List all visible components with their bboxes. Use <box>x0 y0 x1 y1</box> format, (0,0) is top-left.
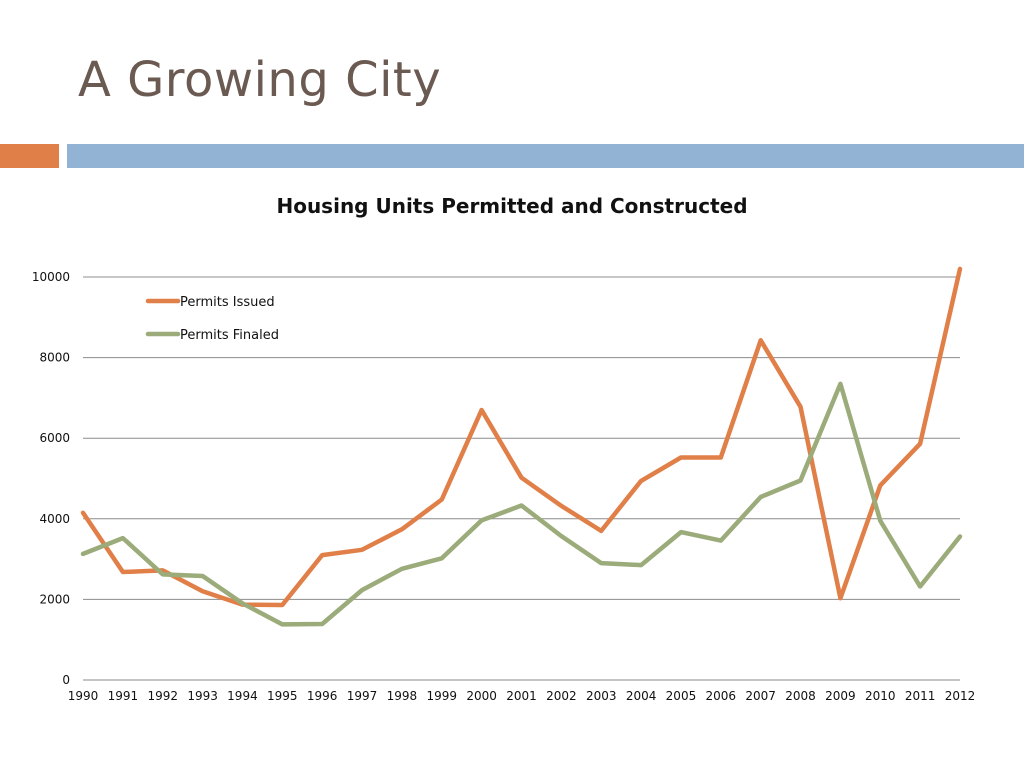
x-tick-label: 2009 <box>825 689 856 703</box>
chart-title: Housing Units Permitted and Constructed <box>276 194 748 218</box>
x-tick-label: 1994 <box>227 689 258 703</box>
y-tick-label: 4000 <box>39 512 70 526</box>
accent-bar-orange <box>0 144 59 168</box>
x-tick-label: 1995 <box>267 689 298 703</box>
x-tick-label: 1999 <box>426 689 457 703</box>
x-tick-label: 1996 <box>307 689 338 703</box>
y-tick-label: 10000 <box>32 270 70 284</box>
x-tick-label: 2007 <box>745 689 776 703</box>
x-tick-label: 1993 <box>187 689 218 703</box>
x-tick-label: 2005 <box>666 689 697 703</box>
x-tick-label: 2006 <box>706 689 737 703</box>
y-tick-label: 2000 <box>39 592 70 606</box>
x-tick-label: 1997 <box>347 689 378 703</box>
x-tick-label: 2001 <box>506 689 537 703</box>
y-tick-label: 6000 <box>39 431 70 445</box>
legend-label: Permits Issued <box>180 295 275 310</box>
y-tick-label: 0 <box>62 673 70 687</box>
x-tick-label: 2003 <box>586 689 617 703</box>
x-tick-label: 2002 <box>546 689 577 703</box>
accent-bar-blue <box>67 144 1024 168</box>
series-line-permits-issued <box>80 266 963 608</box>
x-tick-label: 2010 <box>865 689 896 703</box>
x-tick-label: 1998 <box>387 689 418 703</box>
slide-title: A Growing City <box>78 52 442 108</box>
x-tick-label: 1990 <box>68 689 99 703</box>
x-tick-label: 2000 <box>466 689 497 703</box>
x-tick-label: 1991 <box>108 689 139 703</box>
x-tick-label: 2012 <box>945 689 976 703</box>
y-tick-label: 8000 <box>39 351 70 365</box>
legend-label: Permits Finaled <box>180 328 279 343</box>
x-tick-label: 2008 <box>785 689 816 703</box>
x-tick-label: 2011 <box>905 689 936 703</box>
series-line-permits-finaled <box>80 381 963 627</box>
x-tick-label: 1992 <box>147 689 178 703</box>
x-tick-label: 2004 <box>626 689 657 703</box>
